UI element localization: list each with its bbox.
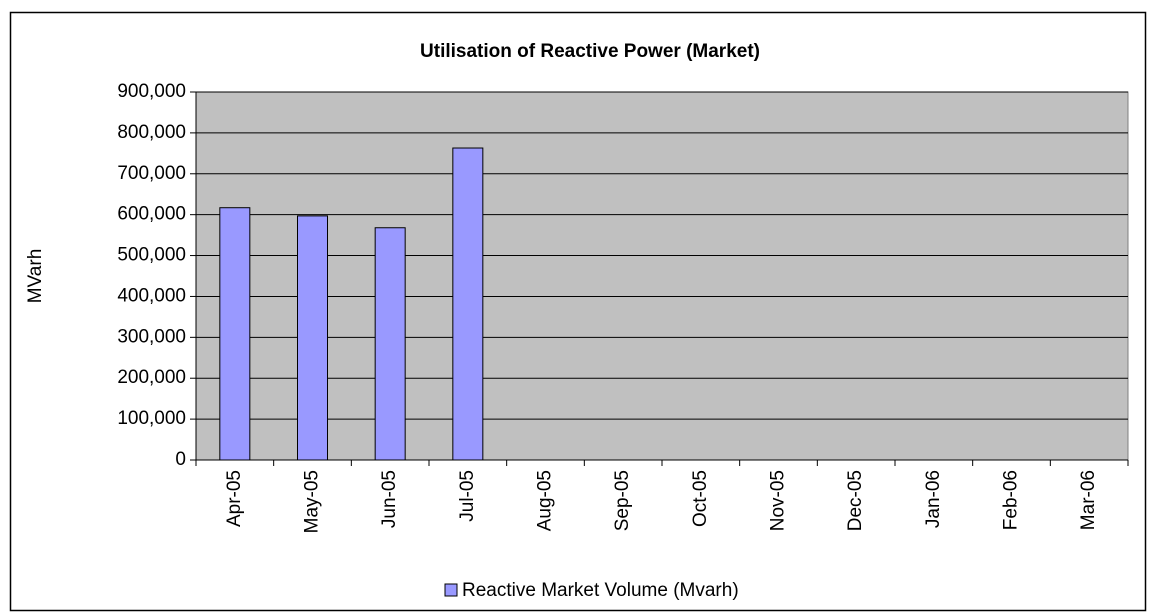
- bar: [452, 147, 484, 461]
- y-axis-label: MVarh: [25, 249, 46, 304]
- y-tick-label: 700,000: [117, 163, 186, 184]
- x-tick-label: Jul-05: [457, 470, 478, 522]
- y-tick-label: 600,000: [117, 204, 186, 225]
- x-tick-label: Oct-05: [690, 470, 711, 527]
- bar: [297, 215, 328, 461]
- y-tick-label: 300,000: [117, 326, 186, 347]
- x-tick-label: Jun-05: [379, 470, 400, 528]
- y-tick-label: 500,000: [117, 245, 186, 266]
- x-tick-label: Dec-05: [845, 470, 866, 531]
- x-tick-label: May-05: [302, 470, 323, 533]
- y-tick-label: 100,000: [117, 408, 186, 429]
- bar: [374, 227, 406, 461]
- x-tick-label: Jan-06: [923, 470, 944, 528]
- legend-label: Reactive Market Volume (Mvarh): [462, 580, 739, 601]
- legend-swatch: [444, 583, 458, 597]
- x-tick-label: Feb-06: [1001, 470, 1022, 530]
- bar: [219, 207, 251, 461]
- plot-area: [195, 91, 1129, 461]
- chart-title: Utilisation of Reactive Power (Market): [420, 41, 760, 62]
- x-tick-label: Aug-05: [535, 470, 556, 531]
- y-tick-label: 900,000: [117, 81, 186, 102]
- y-tick-label: 200,000: [117, 367, 186, 388]
- x-tick-label: Sep-05: [612, 470, 633, 531]
- x-tick-label: Mar-06: [1078, 470, 1099, 530]
- x-tick-label: Nov-05: [768, 470, 789, 531]
- y-tick-label: 800,000: [117, 122, 186, 143]
- x-tick-label: Apr-05: [224, 470, 245, 527]
- y-tick-label: 400,000: [117, 285, 186, 306]
- y-tick-label: 0: [175, 449, 186, 470]
